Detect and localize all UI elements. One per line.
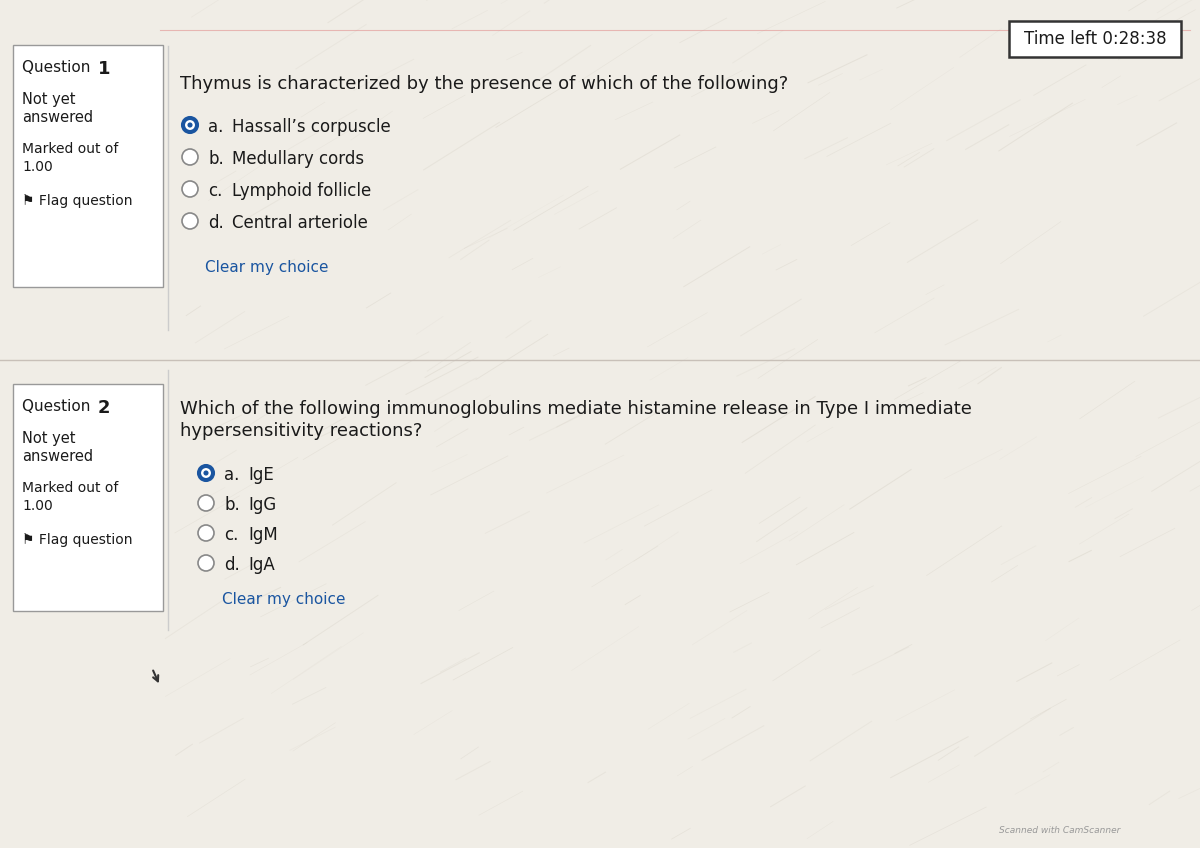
Text: b.: b. <box>208 150 223 168</box>
Text: c.: c. <box>208 182 222 200</box>
Circle shape <box>182 181 198 197</box>
FancyBboxPatch shape <box>1009 21 1181 57</box>
Circle shape <box>204 471 209 476</box>
Text: Marked out of: Marked out of <box>22 142 119 156</box>
Text: answered: answered <box>22 110 94 125</box>
Circle shape <box>182 149 198 165</box>
Text: answered: answered <box>22 449 94 464</box>
Text: c.: c. <box>224 526 239 544</box>
Text: ⚑ Flag question: ⚑ Flag question <box>22 194 132 208</box>
Text: hypersensitivity reactions?: hypersensitivity reactions? <box>180 422 422 440</box>
Text: IgG: IgG <box>248 496 276 514</box>
Circle shape <box>198 465 214 481</box>
Text: Hassall’s corpuscle: Hassall’s corpuscle <box>232 118 391 136</box>
Text: Medullary cords: Medullary cords <box>232 150 364 168</box>
Text: Clear my choice: Clear my choice <box>205 260 329 275</box>
Text: Lymphoid follicle: Lymphoid follicle <box>232 182 371 200</box>
Text: a.: a. <box>224 466 239 484</box>
Text: 1.00: 1.00 <box>22 499 53 513</box>
Text: IgE: IgE <box>248 466 274 484</box>
Circle shape <box>198 495 214 511</box>
Text: Thymus is characterized by the presence of which of the following?: Thymus is characterized by the presence … <box>180 75 788 93</box>
Text: Question: Question <box>22 399 95 414</box>
Text: Not yet: Not yet <box>22 431 76 446</box>
FancyBboxPatch shape <box>13 384 163 611</box>
Circle shape <box>182 213 198 229</box>
Text: Scanned with CamScanner: Scanned with CamScanner <box>1000 826 1121 835</box>
Text: 2: 2 <box>98 399 110 417</box>
Text: d.: d. <box>224 556 240 574</box>
Text: b.: b. <box>224 496 240 514</box>
Circle shape <box>198 555 214 571</box>
Text: IgA: IgA <box>248 556 275 574</box>
Text: a.: a. <box>208 118 223 136</box>
Text: ⚑ Flag question: ⚑ Flag question <box>22 533 132 547</box>
Text: Clear my choice: Clear my choice <box>222 592 346 607</box>
Text: Not yet: Not yet <box>22 92 76 107</box>
Text: Marked out of: Marked out of <box>22 481 119 495</box>
Circle shape <box>182 117 198 133</box>
FancyBboxPatch shape <box>13 45 163 287</box>
Text: Which of the following immunoglobulins mediate histamine release in Type I immed: Which of the following immunoglobulins m… <box>180 400 972 418</box>
Text: Central arteriole: Central arteriole <box>232 214 368 232</box>
Circle shape <box>202 468 211 478</box>
Text: 1: 1 <box>98 60 110 78</box>
Circle shape <box>198 525 214 541</box>
Circle shape <box>185 120 194 130</box>
Text: Time left 0:28:38: Time left 0:28:38 <box>1024 30 1166 48</box>
Text: d.: d. <box>208 214 223 232</box>
Text: 1.00: 1.00 <box>22 160 53 174</box>
Text: Question: Question <box>22 60 95 75</box>
Text: IgM: IgM <box>248 526 277 544</box>
Circle shape <box>187 122 192 127</box>
